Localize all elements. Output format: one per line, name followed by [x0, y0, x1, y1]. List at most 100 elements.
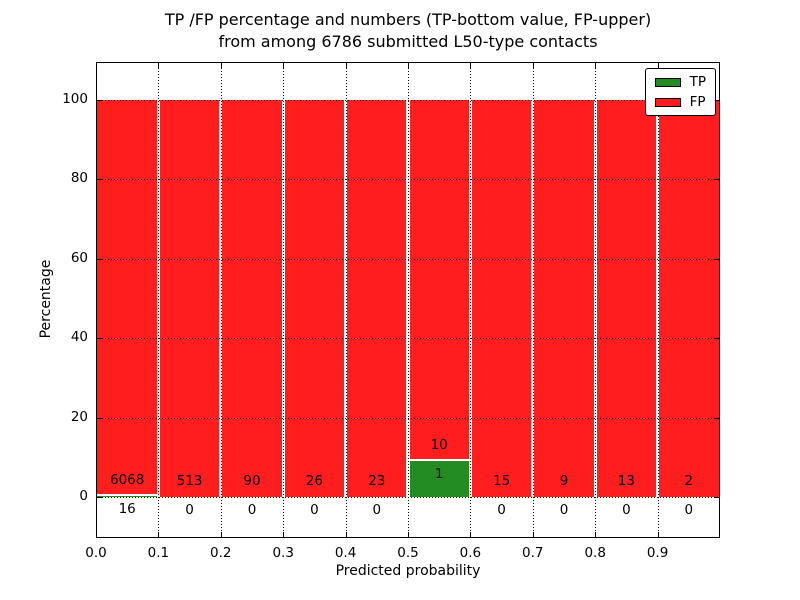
- x-tick-mark-top: [532, 62, 534, 68]
- x-tick-label: 0.8: [584, 545, 606, 561]
- tp-count-label-1: 0: [185, 502, 194, 518]
- bar-fp-3: [284, 100, 345, 497]
- x-tick-mark: [283, 532, 285, 538]
- gridline-horizontal: [96, 417, 720, 419]
- legend-item-tp: TP: [654, 74, 706, 90]
- y-tick-label: 80: [70, 170, 88, 187]
- fp-count-label-9: 2: [684, 473, 694, 489]
- x-tick-label: 0.9: [646, 545, 669, 561]
- y-axis-label: Percentage: [38, 259, 54, 339]
- x-tick-label: 0.5: [397, 545, 419, 561]
- legend-label-tp: TP: [689, 74, 706, 90]
- fp-count-label-0: 6068: [110, 471, 145, 488]
- tp-count-label-4: 0: [372, 502, 382, 518]
- gridline-horizontal: [96, 100, 720, 101]
- gridline-vertical: [283, 62, 285, 538]
- bar-tp-0: [96, 495, 157, 497]
- gridline-vertical: [345, 62, 347, 538]
- tp-count-label-6: 0: [497, 502, 506, 518]
- legend: TP FP: [644, 68, 716, 116]
- gridline-vertical: [158, 62, 160, 538]
- y-tick-mark: [96, 100, 102, 101]
- y-tick-mark: [96, 258, 102, 260]
- gridline-vertical: [220, 62, 222, 538]
- y-tick-label: 20: [70, 408, 88, 425]
- x-tick-mark-top: [220, 62, 222, 68]
- x-tick-mark: [408, 532, 409, 538]
- bar-fp-8: [596, 100, 657, 497]
- bar-fp-2: [222, 100, 282, 497]
- plot-area: TP FP 6068 16 513 0 90 0 26 0 23 0 10 1 15 0 9 0 13 0 2 0: [96, 62, 720, 538]
- x-tick-mark: [158, 532, 160, 538]
- y-tick-mark-right: [714, 497, 720, 498]
- y-tick-mark: [96, 179, 102, 181]
- legend-swatch-fp: [654, 97, 681, 107]
- x-tick-mark: [532, 532, 534, 538]
- fp-count-label-4: 23: [368, 473, 386, 489]
- fp-count-label-3: 26: [305, 473, 323, 489]
- fp-count-label-7: 9: [559, 473, 569, 489]
- y-tick-label: 100: [62, 91, 88, 107]
- y-tick-label: 0: [79, 488, 88, 504]
- tp-count-label-9: 0: [684, 502, 694, 518]
- gridline-vertical: [470, 62, 472, 538]
- chart-title-line2: from among 6786 submitted L50-type conta…: [218, 32, 598, 51]
- gridline-horizontal: [96, 338, 720, 340]
- x-tick-label: 0.2: [210, 545, 232, 561]
- fp-count-label-5: 10: [430, 436, 448, 453]
- bar-fp-1: [159, 100, 220, 497]
- x-axis-label: Predicted probability: [335, 563, 481, 579]
- bar-fp-7: [534, 100, 594, 497]
- y-tick-mark: [96, 417, 102, 419]
- y-tick-mark-right: [714, 100, 720, 101]
- x-tick-mark-top: [470, 62, 472, 68]
- axes-frame: [96, 62, 720, 538]
- y-tick-mark-right: [714, 179, 720, 181]
- x-tick-label: 0.1: [147, 545, 170, 561]
- x-tick-mark-top: [408, 62, 409, 68]
- gridline-vertical: [595, 62, 597, 538]
- bar-fp-9: [659, 100, 720, 497]
- tp-count-label-2: 0: [247, 502, 257, 518]
- tp-count-label-5: 1: [434, 465, 444, 482]
- x-tick-mark: [657, 532, 659, 538]
- x-tick-mark: [470, 532, 472, 538]
- fp-count-label-8: 13: [617, 473, 635, 489]
- x-tick-mark: [345, 532, 347, 538]
- x-tick-mark: [595, 532, 597, 538]
- x-tick-label: 0.3: [272, 545, 294, 561]
- legend-item-fp: FP: [654, 94, 706, 110]
- gridline-horizontal: [96, 497, 720, 498]
- gridline-vertical: [408, 62, 409, 538]
- bar-fp-6: [471, 100, 532, 497]
- chart-title: TP /FP percentage and numbers (TP-bottom…: [96, 9, 720, 53]
- tp-count-label-0: 16: [118, 500, 136, 517]
- y-tick-label: 40: [70, 329, 88, 346]
- tp-count-label-7: 0: [559, 502, 569, 518]
- x-tick-mark-top: [657, 62, 659, 68]
- gridline-vertical: [657, 62, 659, 538]
- y-tick-label: 60: [70, 249, 88, 266]
- tp-count-label-8: 0: [622, 502, 631, 518]
- legend-label-fp: FP: [689, 94, 706, 110]
- y-tick-mark-right: [714, 417, 720, 419]
- bar-fp-0: [96, 100, 157, 495]
- x-tick-mark: [220, 532, 222, 538]
- gridline-horizontal: [96, 179, 720, 181]
- gridline-horizontal: [96, 258, 720, 260]
- x-tick-label: 0.6: [459, 545, 482, 561]
- fp-count-label-6: 15: [493, 473, 511, 489]
- x-tick-label: 0.7: [522, 545, 544, 561]
- fp-count-label-2: 90: [243, 473, 261, 489]
- x-tick-mark-top: [345, 62, 347, 68]
- x-tick-mark-top: [158, 62, 160, 68]
- bar-fp-5: [409, 100, 469, 460]
- bar-tp-5: [409, 460, 469, 497]
- fp-count-label-1: 513: [176, 473, 203, 489]
- legend-swatch-tp: [654, 77, 681, 87]
- y-tick-mark-right: [714, 258, 720, 260]
- x-tick-label: 0.0: [85, 545, 107, 561]
- x-tick-mark-top: [283, 62, 285, 68]
- gridline-vertical: [532, 62, 534, 538]
